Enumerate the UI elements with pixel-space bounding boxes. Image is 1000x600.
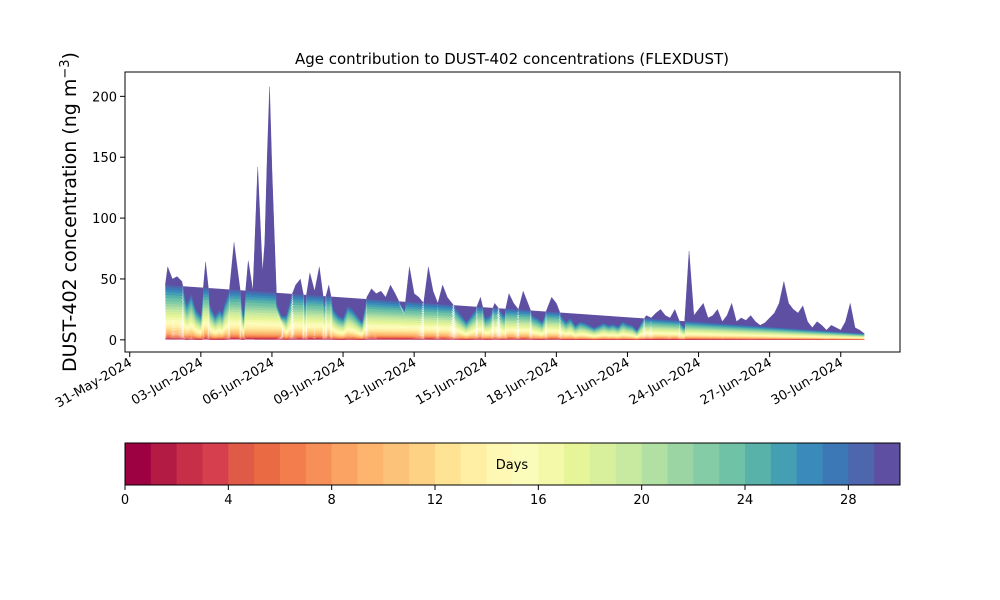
colorbar-tick-label: 4 — [224, 493, 232, 508]
colorbar-tick-label: 28 — [840, 493, 857, 508]
y-tick-label: 150 — [92, 151, 117, 166]
x-tick-label: 27-Jun-2024 — [698, 355, 775, 408]
colorbar-bin — [667, 443, 694, 485]
colorbar-bin — [435, 443, 462, 485]
colorbar: 0 4 8 12 16 20 24 28 — [121, 442, 901, 508]
colorbar-bin — [848, 443, 875, 485]
y-tick-label: 100 — [92, 212, 117, 227]
colorbar-tick-label: 0 — [121, 493, 129, 508]
x-tick-label: 15-Jun-2024 — [413, 355, 490, 408]
y-axis-label-close: ) — [59, 52, 81, 59]
y-axis-label: DUST-402 concentration (ng m−3) — [58, 52, 82, 372]
x-tick-label: 09-Jun-2024 — [271, 355, 348, 408]
x-tick-label: 18-Jun-2024 — [485, 355, 562, 408]
colorbar-bin — [615, 443, 643, 485]
colorbar-bin — [409, 443, 436, 485]
colorbar-frame — [124, 442, 901, 486]
colorbar-bin — [280, 443, 307, 485]
colorbar-tick-label: 24 — [737, 493, 754, 508]
colorbar-bin — [538, 443, 565, 485]
colorbar-tick-label: 12 — [427, 493, 444, 508]
y-axis-label-main: DUST-402 concentration (ng m — [59, 79, 81, 372]
colorbar-bin — [357, 443, 384, 485]
colorbar-bin — [228, 443, 255, 485]
colorbar-tick-label: 20 — [633, 493, 650, 508]
colorbar-bin — [460, 443, 488, 485]
colorbar-bin — [590, 443, 617, 485]
y-tick-label: 50 — [100, 273, 117, 288]
colorbar-bin — [745, 443, 772, 485]
y-axis-label-exponent: −3 — [58, 59, 73, 78]
colorbar-bin — [796, 443, 823, 485]
x-tick-label: 12-Jun-2024 — [342, 355, 419, 408]
colorbar-bin — [305, 443, 333, 485]
colorbar-bin — [564, 443, 591, 485]
colorbar-bin — [512, 443, 539, 485]
colorbar-bin — [693, 443, 720, 485]
colorbar-label: Days — [496, 458, 529, 473]
x-tick-label: 21-Jun-2024 — [556, 355, 633, 408]
plot-frame — [124, 71, 901, 353]
colorbar-bin — [383, 443, 410, 485]
x-tick-label: 03-Jun-2024 — [129, 355, 206, 408]
y-tick-label: 0 — [109, 334, 117, 349]
x-tick-label: 06-Jun-2024 — [200, 355, 277, 408]
x-axis: 31-May-202403-Jun-202406-Jun-202409-Jun-… — [53, 352, 846, 411]
colorbar-bin — [770, 443, 798, 485]
x-tick-label: 24-Jun-2024 — [627, 355, 704, 408]
y-tick-label: 200 — [92, 90, 117, 105]
colorbar-bin — [641, 443, 668, 485]
colorbar-tick-label: 8 — [328, 493, 336, 508]
colorbar-bin — [719, 443, 746, 485]
age-band-29-days — [165, 86, 865, 334]
chart-title: Age contribution to DUST-402 concentrati… — [295, 50, 729, 68]
colorbar-bin — [125, 443, 152, 485]
colorbar-bin — [486, 443, 513, 485]
colorbar-bin — [874, 443, 901, 485]
colorbar-bin — [822, 443, 849, 485]
colorbar-bin — [254, 443, 281, 485]
y-axis: 0 50 100 150 200 — [92, 90, 125, 349]
plot-area — [165, 86, 865, 340]
colorbar-tick-label: 16 — [530, 493, 547, 508]
colorbar-bin — [331, 443, 358, 485]
x-tick-label: 30-Jun-2024 — [769, 355, 846, 408]
colorbar-bin — [202, 443, 229, 485]
colorbar-bin — [176, 443, 203, 485]
colorbar-bin — [150, 443, 178, 485]
